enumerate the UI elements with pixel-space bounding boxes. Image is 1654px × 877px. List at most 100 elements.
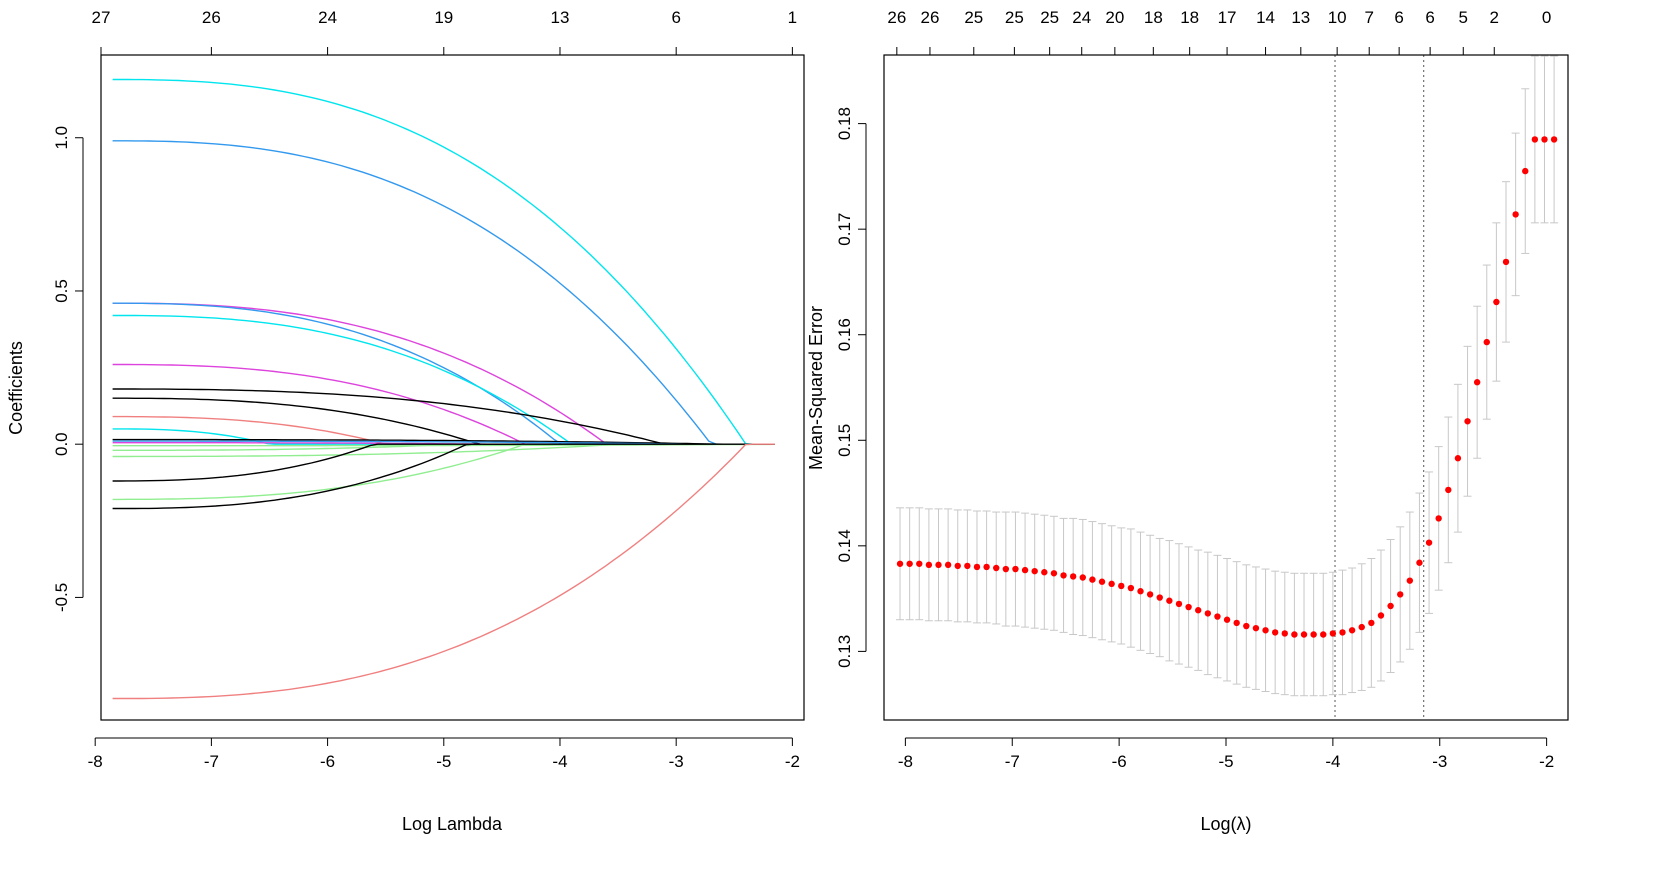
cv-x-tick-label: -2 — [1539, 752, 1554, 771]
mse-point — [1329, 630, 1337, 637]
cv-y-tick-label: 0.16 — [835, 318, 854, 351]
cv-top-tick-label: 13 — [1291, 8, 1310, 27]
coefficient-path-line — [112, 78, 775, 445]
mse-point — [1435, 515, 1442, 522]
coef-top-tick-label: 24 — [318, 8, 337, 27]
mse-point — [964, 562, 971, 570]
mse-point — [1262, 627, 1269, 634]
mse-point — [1541, 136, 1548, 143]
cv-top-tick-label: 6 — [1394, 8, 1403, 27]
cv-axes: -8 -7 -6 -5 -4 -3 -20.130.140.150.160.170.1826… — [835, 8, 1554, 771]
cv-top-tick-label: 2 — [1490, 8, 1499, 27]
coefficient-path-lines — [112, 78, 776, 700]
mse-point — [993, 564, 1000, 572]
mse-point — [1118, 582, 1125, 590]
mse-point — [1166, 597, 1173, 604]
mse-point — [973, 563, 981, 571]
mse-point — [1252, 624, 1260, 632]
mse-point — [1175, 600, 1183, 608]
mse-point — [1156, 594, 1163, 601]
mse-point — [1512, 211, 1519, 218]
cv-top-tick-label: 20 — [1105, 8, 1124, 27]
mse-point — [1358, 623, 1365, 631]
mse-point — [1233, 619, 1240, 627]
mse-point — [983, 563, 990, 571]
cv-top-tick-label: 7 — [1364, 8, 1373, 27]
cv-mse-panel: -8 -7 -6 -5 -4 -3 -20.130.140.150.160.170.1826… — [806, 8, 1569, 834]
cv-x-tick-label: -4 — [1325, 752, 1340, 771]
cv-x-tick-label: -3 — [1432, 752, 1447, 771]
cv-x-tick-label: -7 — [1005, 752, 1020, 771]
cv-x-tick-label: -8 — [898, 752, 913, 771]
coef-x-tick-label: -8 — [88, 752, 103, 771]
cv-top-tick-label: 25 — [1005, 8, 1024, 27]
mse-point — [1425, 539, 1433, 546]
mse-point — [935, 561, 942, 569]
cv-top-tick-label: 5 — [1459, 8, 1468, 27]
coef-top-tick-label: 19 — [434, 8, 453, 27]
mse-point — [1060, 572, 1067, 579]
mse-point — [1483, 338, 1490, 346]
mse-point — [1223, 616, 1231, 623]
mse-point — [1079, 574, 1086, 581]
coefficient-path-line — [112, 443, 775, 700]
mse-point — [1002, 565, 1010, 573]
cv-top-tick-label: 10 — [1328, 8, 1347, 27]
coefficient-x-axis-title: Log Lambda — [402, 814, 503, 834]
mse-point — [1502, 258, 1510, 266]
cv-top-tick-label: 6 — [1425, 8, 1434, 27]
cv-top-tick-label: 0 — [1542, 8, 1551, 27]
mse-point — [1195, 607, 1202, 614]
cv-top-tick-label: 24 — [1072, 8, 1091, 27]
cv-reference-lines — [1334, 55, 1425, 720]
mse-point — [1348, 627, 1356, 634]
mse-point — [1397, 591, 1404, 598]
cv-top-tick-label: 18 — [1144, 8, 1163, 27]
cv-y-tick-label: 0.14 — [835, 529, 854, 562]
coef-top-tick-label: 26 — [202, 8, 221, 27]
coefficient-path-line — [112, 140, 775, 445]
mse-point — [1473, 379, 1481, 386]
cv-y-tick-label: 0.17 — [835, 213, 854, 246]
coef-x-tick-label: -4 — [552, 752, 567, 771]
mse-point — [1271, 629, 1279, 636]
mse-point — [1550, 136, 1558, 143]
cv-top-tick-label: 26 — [887, 8, 906, 27]
mse-point — [1146, 591, 1154, 598]
mse-point — [1243, 622, 1250, 630]
mse-point — [1185, 603, 1192, 611]
coef-y-tick-label: 1.0 — [52, 126, 71, 150]
coef-top-tick-label: 13 — [551, 8, 570, 27]
cv-top-tick-label: 25 — [1040, 8, 1059, 27]
mse-point — [1021, 566, 1029, 574]
coef-y-tick-label: 0.0 — [52, 432, 71, 456]
mse-point — [1454, 455, 1462, 462]
coef-x-tick-label: -3 — [669, 752, 684, 771]
cv-top-tick-label: 18 — [1180, 8, 1199, 27]
cv-x-axis-title: Log(λ) — [1200, 814, 1251, 834]
mse-point — [1387, 602, 1394, 610]
mse-point — [1320, 631, 1327, 638]
cv-y-tick-label: 0.18 — [835, 107, 854, 140]
mse-point — [1368, 619, 1375, 627]
mse-point — [1281, 630, 1288, 637]
mse-point — [1406, 577, 1414, 584]
mse-point — [1069, 573, 1077, 580]
mse-point — [1522, 167, 1529, 175]
mse-point — [1031, 567, 1038, 575]
mse-point — [1291, 631, 1298, 638]
cv-top-tick-label: 25 — [964, 8, 983, 27]
coef-x-tick-label: -5 — [436, 752, 451, 771]
mse-point — [906, 560, 913, 567]
mse-point — [925, 561, 933, 569]
cv-x-tick-label: -6 — [1112, 752, 1127, 771]
coef-y-tick-label: 0.5 — [52, 279, 71, 303]
mse-point — [1214, 613, 1221, 620]
cv-y-tick-label: 0.15 — [835, 424, 854, 457]
mse-point — [1098, 578, 1106, 585]
mse-point — [954, 562, 961, 570]
mse-point — [1310, 631, 1317, 638]
mse-point — [1041, 569, 1048, 576]
mse-point — [1300, 631, 1308, 638]
mse-point — [1377, 612, 1385, 619]
